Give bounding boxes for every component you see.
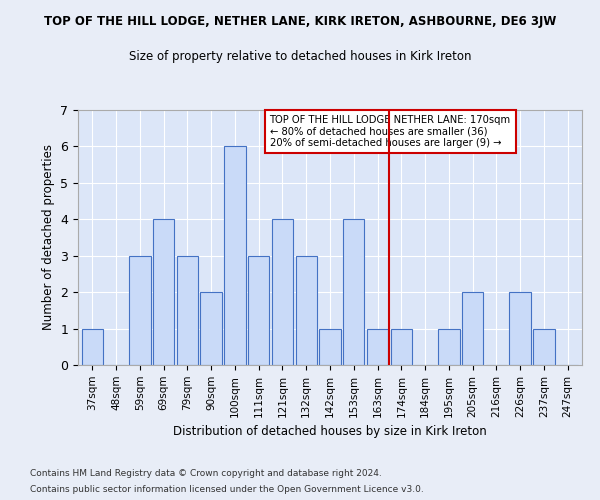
- Bar: [82, 328, 103, 365]
- Bar: [153, 220, 174, 365]
- Text: Size of property relative to detached houses in Kirk Ireton: Size of property relative to detached ho…: [129, 50, 471, 63]
- Bar: [509, 292, 531, 365]
- Bar: [438, 328, 460, 365]
- Bar: [248, 256, 269, 365]
- Bar: [367, 328, 388, 365]
- Text: Contains public sector information licensed under the Open Government Licence v3: Contains public sector information licen…: [30, 485, 424, 494]
- Bar: [391, 328, 412, 365]
- Bar: [462, 292, 484, 365]
- Bar: [343, 220, 364, 365]
- Text: TOP OF THE HILL LODGE NETHER LANE: 170sqm
← 80% of detached houses are smaller (: TOP OF THE HILL LODGE NETHER LANE: 170sq…: [269, 115, 511, 148]
- Bar: [176, 256, 198, 365]
- Bar: [129, 256, 151, 365]
- Bar: [296, 256, 317, 365]
- Bar: [319, 328, 341, 365]
- Text: TOP OF THE HILL LODGE, NETHER LANE, KIRK IRETON, ASHBOURNE, DE6 3JW: TOP OF THE HILL LODGE, NETHER LANE, KIRK…: [44, 15, 556, 28]
- Bar: [224, 146, 245, 365]
- X-axis label: Distribution of detached houses by size in Kirk Ireton: Distribution of detached houses by size …: [173, 425, 487, 438]
- Bar: [272, 220, 293, 365]
- Bar: [200, 292, 222, 365]
- Bar: [533, 328, 554, 365]
- Y-axis label: Number of detached properties: Number of detached properties: [42, 144, 55, 330]
- Text: Contains HM Land Registry data © Crown copyright and database right 2024.: Contains HM Land Registry data © Crown c…: [30, 468, 382, 477]
